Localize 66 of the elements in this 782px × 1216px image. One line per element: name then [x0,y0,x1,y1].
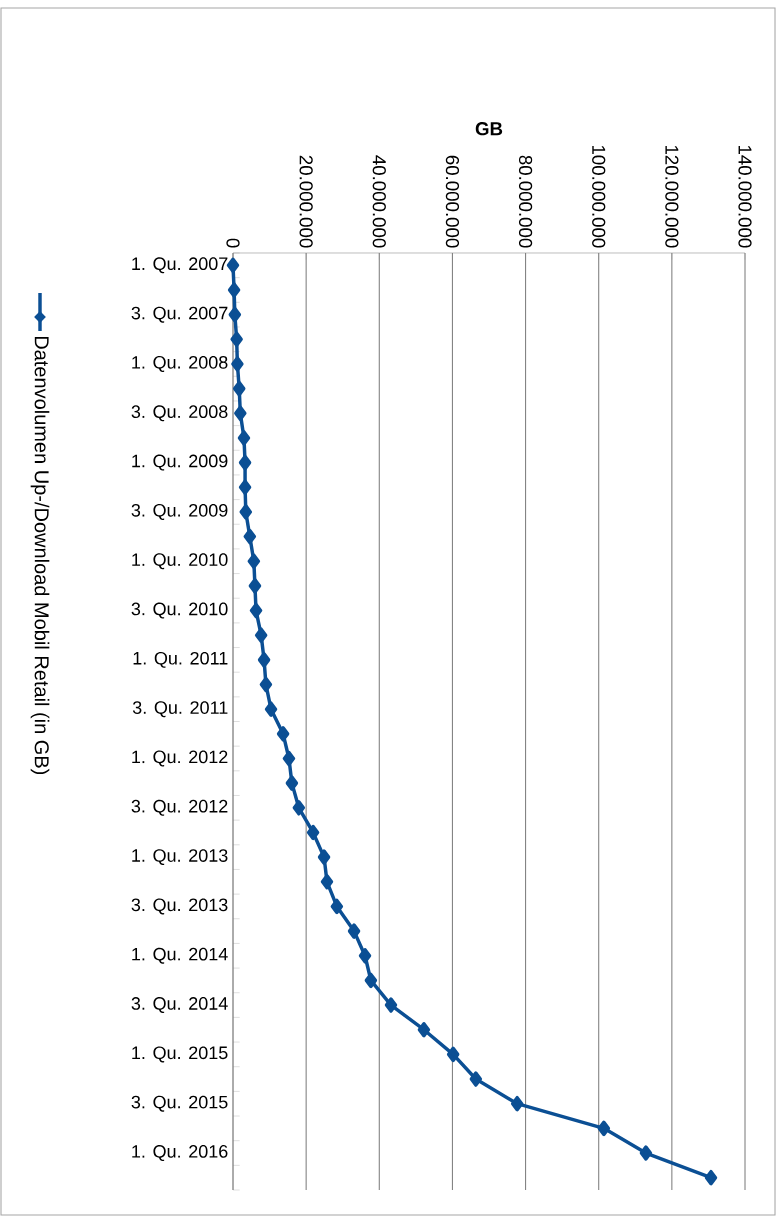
point [292,800,306,816]
point [248,578,262,594]
point [232,380,246,397]
point [227,282,241,298]
y-tick-label: 3. Qu. 2009 [131,503,228,520]
point [597,1120,611,1137]
y-tick-label: 1. Qu. 2007 [132,257,228,274]
point [238,479,252,495]
y-tick-label: 3. Qu. 2011 [132,701,228,718]
x-tick-label: 0 [226,238,240,248]
point [264,701,278,717]
legend-label: Datenvolumen Up-/Download Mobil Retail (in GB) [30,336,50,775]
point [417,1021,431,1038]
point [238,454,252,471]
point [276,726,290,742]
x-tick-label: 40.000.000 [372,155,386,248]
x-tick-label: 20.000.000 [299,155,313,248]
x-tick-label: 140.000.000 [738,145,752,248]
point [282,750,296,767]
point [330,898,344,915]
point [259,676,273,693]
point [358,948,372,964]
x-tick-label: 60.000.000 [445,155,460,248]
y-tick-label: 1. Qu. 2008 [132,355,228,372]
point [285,775,299,791]
y-tick-label: 1. Qu. 2009 [132,454,228,471]
point [704,1169,718,1186]
x-axis-title: GB [475,122,503,136]
point [234,405,247,422]
y-tick-label: 3. Qu. 2012 [131,799,228,816]
point [249,602,263,619]
point [230,331,243,348]
point [239,504,253,520]
y-tick-label: 1. Qu. 2010 [132,553,228,570]
point [510,1095,524,1112]
x-tick-label: 120.000.000 [665,145,679,248]
point [317,849,331,865]
x-tick-label: 80.000.000 [518,155,533,248]
y-tick-label: 1. Qu. 2013 [132,849,228,866]
y-tick-label: 1. Qu. 2015 [132,1046,228,1063]
point [237,430,251,446]
y-tick-label: 3. Qu. 2015 [131,1095,228,1112]
y-tick-label: 3. Qu. 2013 [131,898,228,915]
y-tick-label: 1. Qu. 2011 [133,651,228,668]
point [247,553,261,569]
point [257,652,271,668]
point [364,972,378,989]
y-tick-label: 1. Qu. 2016 [132,1145,228,1162]
point [347,923,361,939]
point [243,528,257,545]
point [469,1071,483,1087]
point [446,1046,460,1063]
point [306,824,320,841]
y-tick-label: 3. Qu. 2010 [131,602,228,619]
point [254,627,268,643]
y-tick-label: 3. Qu. 2007 [131,306,228,323]
y-tick-label: 3. Qu. 2014 [131,997,228,1014]
y-tick-label: 3. Qu. 2008 [131,405,228,422]
point [228,306,242,323]
y-tick-label: 1. Qu. 2014 [132,947,228,964]
x-tick-label: 100.000.000 [592,145,606,248]
point [320,874,334,890]
point [639,1145,653,1161]
point [231,356,244,372]
y-tick-label: 1. Qu. 2012 [132,750,228,767]
point [384,997,398,1013]
